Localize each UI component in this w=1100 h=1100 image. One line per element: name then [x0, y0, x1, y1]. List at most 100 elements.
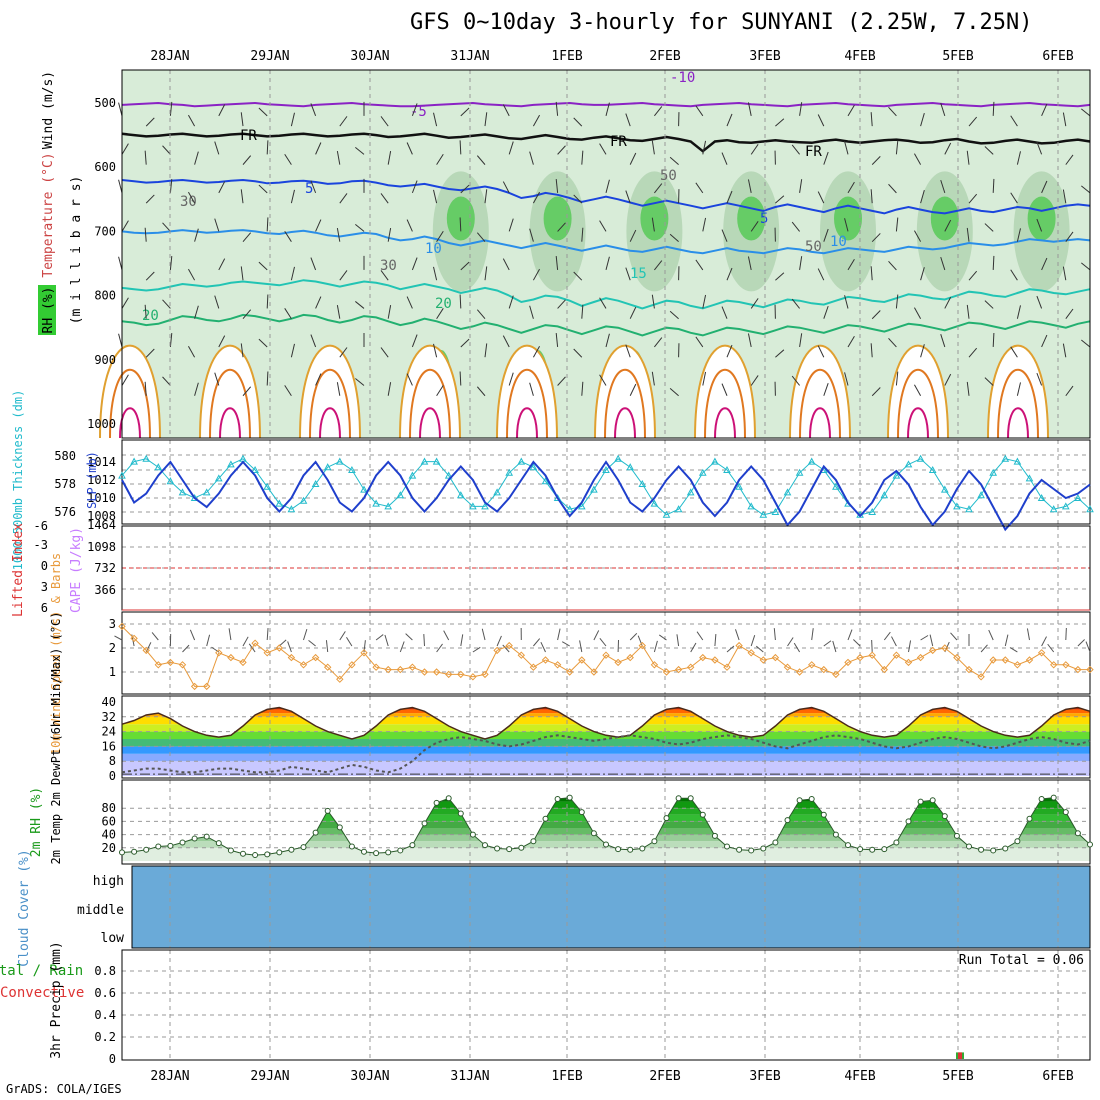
wind-barb [920, 267, 925, 281]
rh2m-marker [590, 830, 597, 837]
dome-isotherm-inner [799, 369, 841, 439]
wind10-marker [178, 661, 187, 669]
rh2m-marker [990, 847, 997, 854]
thickness-marker [360, 485, 368, 493]
wind10-barb [593, 630, 600, 641]
wind10-barb [908, 640, 912, 653]
wind10-marker [1062, 661, 1070, 669]
rh2m-marker [832, 831, 839, 838]
cape-axis-label: CAPE (J/kg) [69, 527, 84, 613]
wind-barb [914, 153, 922, 165]
rh2m-marker [143, 846, 150, 853]
wind-barb [871, 310, 881, 320]
wind10-marker [807, 661, 816, 669]
isotherm-line-1 [121, 132, 1091, 153]
rh2m-marker [336, 824, 343, 831]
wind10-barb [950, 632, 958, 641]
wind-barb [188, 268, 196, 281]
thickness-marker [880, 491, 889, 499]
wind10-marker [541, 656, 550, 664]
bottom-date-label-2: 30JAN [350, 1069, 389, 1084]
wind-barb [791, 298, 800, 309]
wind-barb [1041, 103, 1048, 117]
pressure-tick-0: 500 [94, 96, 116, 110]
thickness-marker [420, 457, 429, 465]
rh2m-marker [312, 829, 319, 836]
wind10-marker [590, 668, 598, 676]
wind10-barb [325, 640, 329, 653]
rh2m-marker [639, 845, 646, 852]
thickness-marker [759, 510, 768, 518]
dewpoint-line [121, 734, 1091, 774]
thickness-marker [735, 482, 743, 490]
wind10-barb [579, 640, 583, 653]
wind-barb [1062, 112, 1067, 127]
isotherm-line-4 [121, 279, 1091, 310]
wind-barb [218, 335, 226, 348]
wind-barb [555, 101, 559, 116]
wind-barb [336, 305, 341, 319]
wind10-marker [856, 653, 864, 662]
wind-barb [459, 371, 462, 386]
wind10-barb [853, 639, 861, 647]
wind-barb [895, 371, 899, 386]
wind-barb [654, 260, 663, 271]
wind-barb [290, 266, 295, 281]
wind-barb [625, 344, 631, 358]
wind-barb [162, 145, 171, 155]
wind10-marker [553, 661, 562, 669]
rh2m-tick-0: 20 [102, 841, 116, 855]
wind-barb [726, 344, 733, 358]
thickness-marker [469, 502, 477, 510]
rh2m-marker [578, 809, 585, 816]
wind-barb [436, 230, 444, 242]
wind-barb [336, 228, 341, 242]
wind-barb [162, 222, 171, 232]
wind10-barb [1009, 647, 1018, 653]
bottom-date-label-3: 31JAN [450, 1069, 489, 1084]
wind-barb [387, 150, 392, 165]
wind10-marker [215, 649, 223, 657]
thickness-marker [1001, 454, 1010, 462]
contour-label-15: 50 [805, 239, 822, 255]
chart-title: GFS 0~10day 3-hourly for SUNYANI (2.25W,… [410, 10, 1033, 35]
wind-barb [847, 258, 855, 271]
legend-total-rain: Total / Rain [0, 963, 83, 979]
wind-barb [968, 347, 978, 358]
wind10-marker [529, 663, 538, 671]
wind10-barb [988, 629, 994, 641]
wind10-marker [493, 646, 501, 655]
wind-barb [914, 230, 922, 242]
wind-barb [966, 381, 970, 396]
bottom-date-label-1: 29JAN [250, 1069, 289, 1084]
rh2m-marker [796, 797, 803, 804]
rh-blob-core [446, 196, 475, 241]
wind-barb [599, 143, 607, 155]
dome-isotherm-inner [109, 369, 151, 439]
wind-barb [476, 309, 486, 320]
wind-barb [888, 260, 897, 271]
wind-barb [194, 305, 199, 319]
cloud-level-low: low [101, 931, 125, 946]
contour-label-5: 5 [305, 181, 313, 197]
wind10-marker [408, 663, 417, 671]
wind-barb [750, 298, 759, 309]
wind-barb [702, 371, 707, 386]
wind-barb [605, 333, 610, 348]
wind10-marker [626, 653, 634, 662]
wind-barb [144, 304, 147, 319]
wind-barb [406, 296, 413, 309]
wind-barb [629, 229, 637, 242]
wind-barb [339, 193, 348, 204]
rh2m-marker [494, 845, 501, 852]
wind-barb [460, 184, 470, 194]
wind10-barb [303, 628, 308, 641]
rh2m-marker [518, 844, 525, 851]
wind-barb [920, 190, 925, 204]
dome-isotherm-inner [209, 369, 251, 439]
wind-barb [625, 190, 631, 204]
wind-barb [1062, 189, 1067, 204]
wind-barb [484, 112, 488, 127]
wind-barb [702, 217, 707, 232]
wind-barb [581, 381, 584, 396]
